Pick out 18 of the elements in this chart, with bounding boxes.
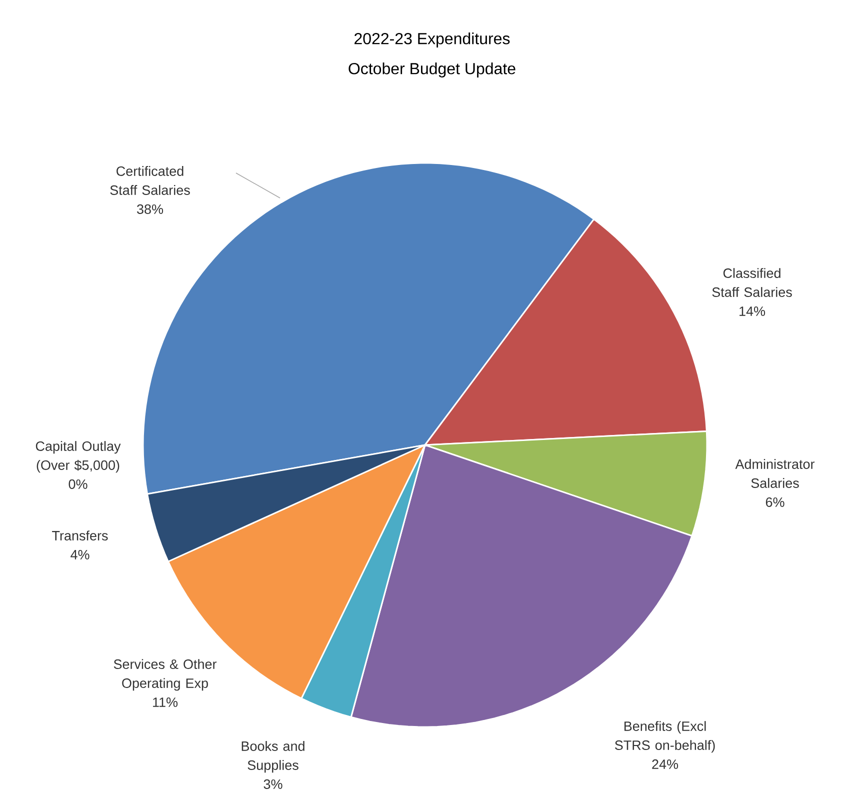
chart-subtitle: October Budget Update [348,62,516,78]
data-label: 24% [652,759,678,769]
data-label: 11% [153,697,178,707]
data-label: 6% [766,497,784,507]
slice-label: Classified Staff Salaries [712,268,792,297]
slice-label: Books and Supplies [242,740,304,772]
data-label: 38% [137,204,164,214]
slice-label: Transfers [52,530,108,540]
text: 0% [68,479,88,489]
slice-label: Services & Other Operating Exp [114,658,217,691]
data-label: 3% [264,779,282,789]
slice-label: Administrator Salaries [735,458,815,488]
data-label: 14% [740,306,766,316]
category-label: Capital Outlay (Over $5,000) [36,440,121,472]
slice-label: Benefits (Excl STRS on-behalf) [614,720,715,753]
data-label: 4% [70,550,90,560]
chart-title: 2022-23 Expenditures [354,32,510,48]
slice-label: Certificated Staff Salaries [110,166,190,195]
